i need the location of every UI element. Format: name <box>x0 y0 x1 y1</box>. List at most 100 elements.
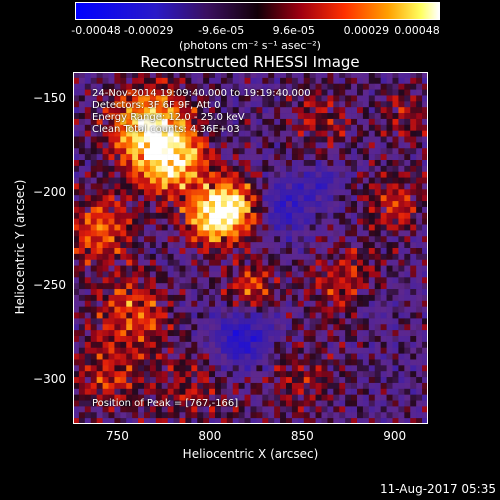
heatmap-cell <box>286 406 293 413</box>
heatmap-cell <box>422 142 428 149</box>
heatmap-cell <box>96 160 103 167</box>
heatmap-cell <box>126 124 133 131</box>
heatmap-cell <box>368 72 376 79</box>
heatmap-cell <box>238 136 245 143</box>
heatmap-cell <box>386 406 393 413</box>
heatmap-cell <box>203 95 210 102</box>
heatmap-cell <box>232 365 239 372</box>
heatmap-cell <box>203 330 210 337</box>
heatmap-cell <box>232 242 239 249</box>
heatmap-cell <box>197 107 204 114</box>
heatmap-cell <box>220 206 228 214</box>
heatmap-cell <box>197 142 204 149</box>
heatmap-cell <box>327 324 334 331</box>
heatmap-cell <box>84 318 92 325</box>
heatmap-cell <box>132 359 139 366</box>
heatmap-cell <box>232 95 239 102</box>
x-tick-label: 900 <box>383 429 407 443</box>
heatmap-cell <box>209 394 216 401</box>
heatmap-cell <box>155 195 163 202</box>
heatmap-cell <box>73 336 80 343</box>
heatmap-cell <box>90 95 97 102</box>
heatmap-cell <box>256 418 263 424</box>
heatmap-cell <box>191 277 198 284</box>
heatmap-cell <box>291 242 299 249</box>
heatmap-cell <box>102 353 109 360</box>
heatmap-cell <box>345 212 352 219</box>
heatmap-cell <box>203 148 210 155</box>
heatmap-cell <box>380 77 387 85</box>
heatmap-cell <box>362 330 370 337</box>
heatmap-cell <box>303 306 310 313</box>
heatmap-cell <box>333 306 340 313</box>
heatmap-cell <box>161 412 168 419</box>
heatmap-cell <box>351 306 358 313</box>
heatmap-cell <box>410 283 417 290</box>
heatmap-cell <box>132 353 139 360</box>
heatmap-cell <box>167 89 174 96</box>
heatmap-cell <box>244 377 251 384</box>
heatmap-cell <box>374 142 381 149</box>
heatmap-cell <box>404 72 411 79</box>
heatmap-cell <box>321 171 328 178</box>
heatmap-cell <box>339 306 346 313</box>
heatmap-cell <box>327 165 334 173</box>
heatmap-cell <box>321 130 328 137</box>
heatmap-cell <box>161 318 168 325</box>
heatmap-cell <box>191 236 198 243</box>
heatmap-cell <box>220 77 228 85</box>
heatmap-cell <box>126 324 133 331</box>
heatmap-cell <box>73 183 80 190</box>
heatmap-cell <box>232 189 239 196</box>
heatmap-cell <box>114 171 121 178</box>
heatmap-cell <box>173 77 180 85</box>
heatmap-cell <box>357 107 364 114</box>
heatmap-cell <box>149 248 157 255</box>
heatmap-cell <box>368 113 376 120</box>
heatmap-cell <box>386 294 393 302</box>
heatmap-cell <box>404 183 411 190</box>
heatmap-cell <box>357 183 364 190</box>
heatmap-cell <box>108 400 115 407</box>
heatmap-cell <box>291 382 299 390</box>
heatmap-cell <box>203 171 210 178</box>
heatmap-cell <box>291 224 299 231</box>
heatmap-cell <box>244 154 251 161</box>
heatmap-cell <box>126 177 133 184</box>
heatmap-cell <box>286 283 293 290</box>
heatmap-cell <box>327 259 334 266</box>
heatmap-cell <box>197 306 204 313</box>
heatmap-cell <box>291 347 299 354</box>
heatmap-cell <box>132 183 139 190</box>
heatmap-cell <box>250 318 257 325</box>
heatmap-cell <box>291 212 299 219</box>
heatmap-cell <box>309 95 316 102</box>
heatmap-cell <box>256 236 263 243</box>
heatmap-cell <box>351 183 358 190</box>
heatmap-cell <box>339 195 346 202</box>
heatmap-cell <box>209 136 216 143</box>
heatmap-cell <box>327 142 334 149</box>
heatmap-cell <box>102 294 109 302</box>
heatmap-cell <box>327 283 334 290</box>
heatmap-cell <box>268 118 275 126</box>
heatmap-cell <box>333 365 340 372</box>
heatmap-cell <box>215 218 222 225</box>
heatmap-cell <box>226 306 234 313</box>
heatmap-cell <box>126 83 133 90</box>
heatmap-cell <box>351 248 358 255</box>
heatmap-cell <box>173 195 180 202</box>
heatmap-cell <box>339 206 346 214</box>
heatmap-cell <box>422 341 428 349</box>
heatmap-cell <box>191 418 198 424</box>
heatmap-cell <box>357 148 364 155</box>
heatmap-cell <box>149 353 157 360</box>
heatmap-cell <box>203 365 210 372</box>
heatmap-cell <box>368 148 376 155</box>
heatmap-cell <box>362 418 370 424</box>
heatmap-cell <box>161 312 168 319</box>
heatmap-cell <box>120 341 127 349</box>
heatmap-cell <box>232 253 239 261</box>
heatmap-cell <box>78 165 86 173</box>
heatmap-cell <box>404 136 411 143</box>
